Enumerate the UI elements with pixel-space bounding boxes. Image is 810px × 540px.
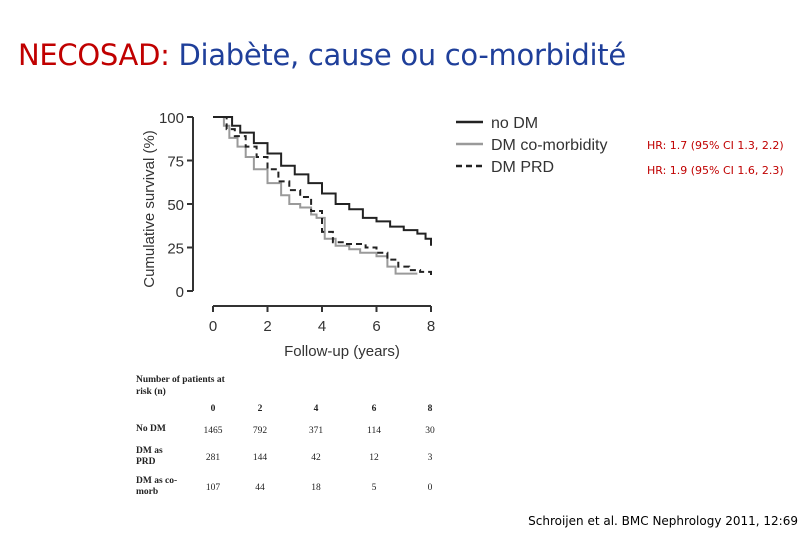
survival-curves: [213, 116, 432, 276]
y-tick-label: 75: [167, 154, 184, 171]
series-line-dm-co-morbidity: [213, 116, 418, 275]
x-tick-label: 2: [263, 318, 271, 335]
risk-cell: 1465: [203, 426, 223, 436]
risk-cell: 371: [308, 426, 324, 436]
title-topic: Diabète, cause ou co-morbidité: [169, 38, 626, 72]
risk-cell: 281: [205, 453, 221, 463]
x-axis-label: Follow-up (years): [284, 343, 400, 360]
legend-label: DM co-morbidity: [491, 137, 607, 154]
risk-year-header: 2: [257, 404, 263, 414]
risk-cell: 107: [205, 483, 221, 493]
risk-cell: 30: [425, 426, 435, 436]
series-line-dm-prd: [213, 116, 432, 276]
risk-cell: 18: [311, 483, 321, 493]
risk-year-header: 8: [427, 404, 433, 414]
risk-cell: 144: [252, 453, 268, 463]
x-tick-label: 0: [209, 318, 217, 335]
legend-label: no DM: [491, 115, 538, 132]
legend-label: DM PRD: [491, 159, 554, 176]
risk-cell: 12: [369, 453, 379, 463]
citation: Schroijen et al. BMC Nephrology 2011, 12…: [528, 514, 798, 528]
risk-year-header: 0: [210, 404, 216, 414]
risk-cell: 5: [371, 483, 377, 493]
risk-cell: 0: [427, 483, 433, 493]
risk-cell: 3: [427, 453, 433, 463]
slide-title: NECOSAD: Diabète, cause ou co-morbidité: [18, 38, 626, 72]
chart-axes: 0 25 50 75 100 0 2 4 6 8 Follow-up (years) Cumulati…: [141, 110, 435, 360]
hr-comorbidity: HR: 1.7 (95% CI 1.3, 2.2): [647, 139, 784, 152]
y-tick-label: 25: [167, 241, 184, 258]
y-tick-label: 100: [159, 110, 184, 127]
x-tick-label: 6: [372, 318, 380, 335]
risk-row-label: No DM: [136, 424, 166, 434]
risk-cell: 44: [255, 483, 265, 493]
y-tick-label: 0: [176, 284, 184, 301]
risk-table-title: Number of patients at risk (n): [136, 375, 225, 397]
x-tick-label: 8: [427, 318, 435, 335]
y-tick-label: 50: [167, 197, 184, 214]
risk-table: Number of patients at risk (n) 0 2 4 6 8 No D…: [136, 374, 435, 497]
chart-legend: no DM DM co-morbidity DM PRD: [456, 115, 607, 176]
risk-row-label: DM as PRD: [136, 446, 163, 467]
risk-year-header: 6: [371, 404, 377, 414]
x-tick-label: 4: [318, 318, 326, 335]
series-line-no-dm: [213, 116, 432, 246]
risk-year-header: 4: [313, 404, 319, 414]
title-study-name: NECOSAD:: [18, 38, 170, 72]
risk-row-label: DM as co-morb: [136, 476, 178, 497]
hr-prd: HR: 1.9 (95% CI 1.6, 2.3): [647, 164, 784, 177]
risk-cell: 792: [252, 426, 268, 436]
risk-cell: 42: [311, 453, 321, 463]
risk-cell: 114: [367, 426, 381, 436]
y-axis-label: Cumulative survival (%): [141, 130, 158, 288]
